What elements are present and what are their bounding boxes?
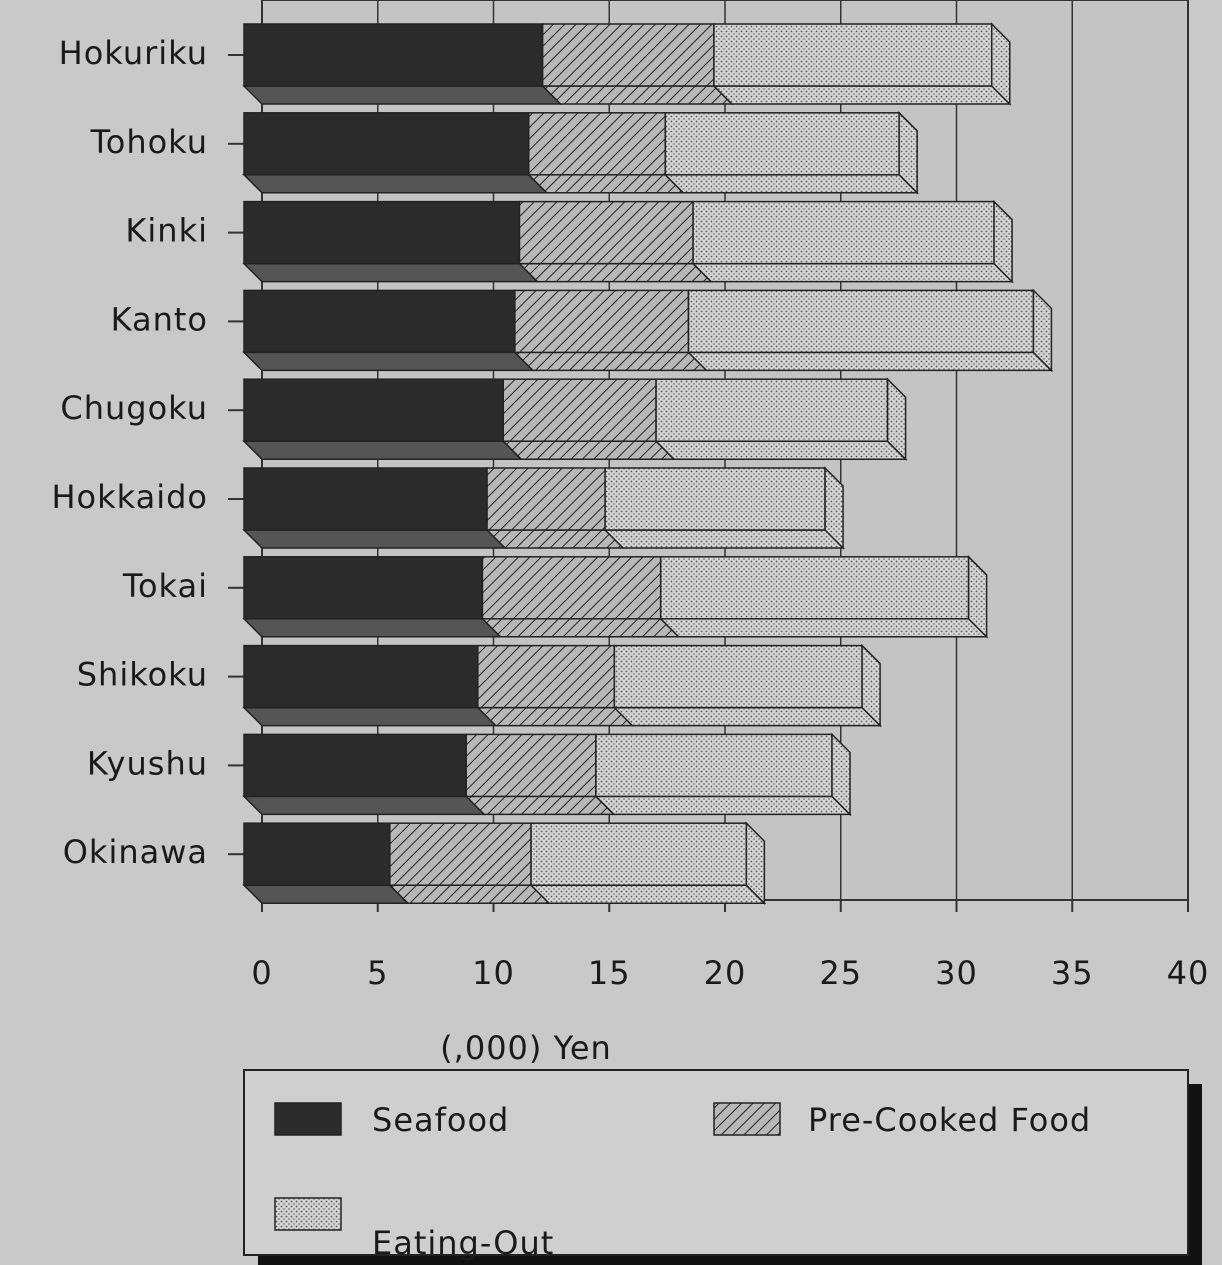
bar-bottom-face xyxy=(654,440,908,460)
bar-segment xyxy=(541,23,715,87)
bar-segment xyxy=(486,467,606,531)
bar-bottom-face xyxy=(242,529,507,549)
bar-side-face xyxy=(886,377,907,462)
bar-segment xyxy=(595,733,833,798)
bar-segment xyxy=(243,289,516,354)
bar-segment xyxy=(687,289,1035,354)
legend-swatch xyxy=(274,1197,342,1231)
x-axis-label: (,000) Yen xyxy=(440,1029,612,1067)
bar-segment xyxy=(604,467,826,531)
bar-bottom-face xyxy=(663,174,919,194)
legend-swatch xyxy=(713,1102,781,1136)
bar-segment xyxy=(659,556,970,620)
y-tick-label: Hokkaido xyxy=(51,478,208,516)
bar-segment xyxy=(527,112,667,176)
bar-bottom-face xyxy=(691,262,1014,283)
bar-segment xyxy=(502,378,657,442)
bar-segment xyxy=(692,200,995,265)
x-tick-label: 5 xyxy=(367,954,388,992)
bar-segment xyxy=(243,733,467,798)
bar-segment xyxy=(243,822,391,886)
bar-bottom-face xyxy=(594,795,852,816)
bar-segment xyxy=(613,644,863,709)
x-tick-label: 15 xyxy=(588,954,631,992)
bar-segment xyxy=(465,733,597,798)
bar-side-face xyxy=(1032,288,1053,373)
bar-bottom-face xyxy=(612,706,882,727)
bar-segment xyxy=(655,378,889,442)
bar-bottom-face xyxy=(242,262,540,283)
bar-bottom-face xyxy=(540,85,734,105)
y-tick-label: Tohoku xyxy=(90,123,208,161)
bar-segment xyxy=(518,200,694,265)
x-tick-label: 25 xyxy=(819,954,862,992)
bar-bottom-face xyxy=(658,618,989,638)
bar-bottom-face xyxy=(242,85,563,105)
legend-swatch xyxy=(274,1102,342,1136)
bar-side-face xyxy=(861,643,881,728)
y-tick-label: Okinawa xyxy=(63,833,208,871)
x-tick-label: 0 xyxy=(251,954,272,992)
x-tick-label: 40 xyxy=(1167,954,1210,992)
bar-bottom-face xyxy=(603,529,845,549)
bar-side-face xyxy=(898,110,918,195)
bar-bottom-face xyxy=(686,351,1054,372)
y-tick-label: Shikoku xyxy=(77,656,208,694)
y-tick-label: Tokai xyxy=(122,567,208,605)
bar-segment xyxy=(481,556,662,620)
y-tick-label: Chugoku xyxy=(60,389,208,427)
bar-side-face xyxy=(824,466,844,550)
y-tick-label: Kanto xyxy=(111,300,208,338)
bar-segment xyxy=(477,644,616,709)
bar-segment xyxy=(514,289,690,354)
bar-segment xyxy=(243,112,530,176)
bar-bottom-face xyxy=(501,440,676,460)
x-tick-label: 30 xyxy=(935,954,978,992)
bar-segment xyxy=(530,822,748,886)
x-tick-label: 20 xyxy=(704,954,747,992)
bar-segment xyxy=(243,23,544,87)
x-tick-label: 10 xyxy=(472,954,515,992)
bar-bottom-face xyxy=(476,706,635,727)
bar-bottom-face xyxy=(242,440,524,460)
bar-side-face xyxy=(993,199,1013,284)
bar-side-face xyxy=(831,732,851,817)
legend xyxy=(243,1069,1189,1256)
bar-segment xyxy=(243,556,484,620)
y-tick-label: Hokuriku xyxy=(59,34,208,72)
bar-bottom-face xyxy=(242,351,535,372)
bar-segment xyxy=(389,822,532,886)
bar-bottom-face xyxy=(712,85,1012,105)
legend-label: Seafood xyxy=(372,1101,509,1139)
bar-bottom-face xyxy=(485,529,625,549)
legend-label: Eating-Out xyxy=(372,1224,554,1262)
bar-bottom-face xyxy=(242,174,549,194)
bar-side-face xyxy=(745,821,766,906)
bar-segment xyxy=(713,23,993,87)
y-tick-label: Kinki xyxy=(125,212,208,250)
bar-segment xyxy=(243,378,505,442)
bar-segment xyxy=(243,467,488,531)
bar-bottom-face xyxy=(529,884,767,904)
y-tick-label: Kyushu xyxy=(87,744,208,782)
legend-label: Pre-Cooked Food xyxy=(808,1101,1091,1139)
bar-bottom-face xyxy=(480,618,681,638)
bar-bottom-face xyxy=(526,174,686,194)
bar-bottom-face xyxy=(464,795,616,816)
bar-bottom-face xyxy=(242,618,503,638)
bar-bottom-face xyxy=(388,884,551,904)
bar-side-face xyxy=(967,554,988,639)
bar-bottom-face xyxy=(242,795,487,816)
bar-segment xyxy=(664,112,900,176)
bar-bottom-face xyxy=(242,706,498,727)
bar-side-face xyxy=(990,22,1011,106)
bar-bottom-face xyxy=(513,351,709,372)
x-tick-label: 35 xyxy=(1051,954,1094,992)
bar-bottom-face xyxy=(242,884,410,904)
bar-bottom-face xyxy=(517,262,713,283)
bar-segment xyxy=(243,644,479,709)
bar-segment xyxy=(243,200,521,265)
